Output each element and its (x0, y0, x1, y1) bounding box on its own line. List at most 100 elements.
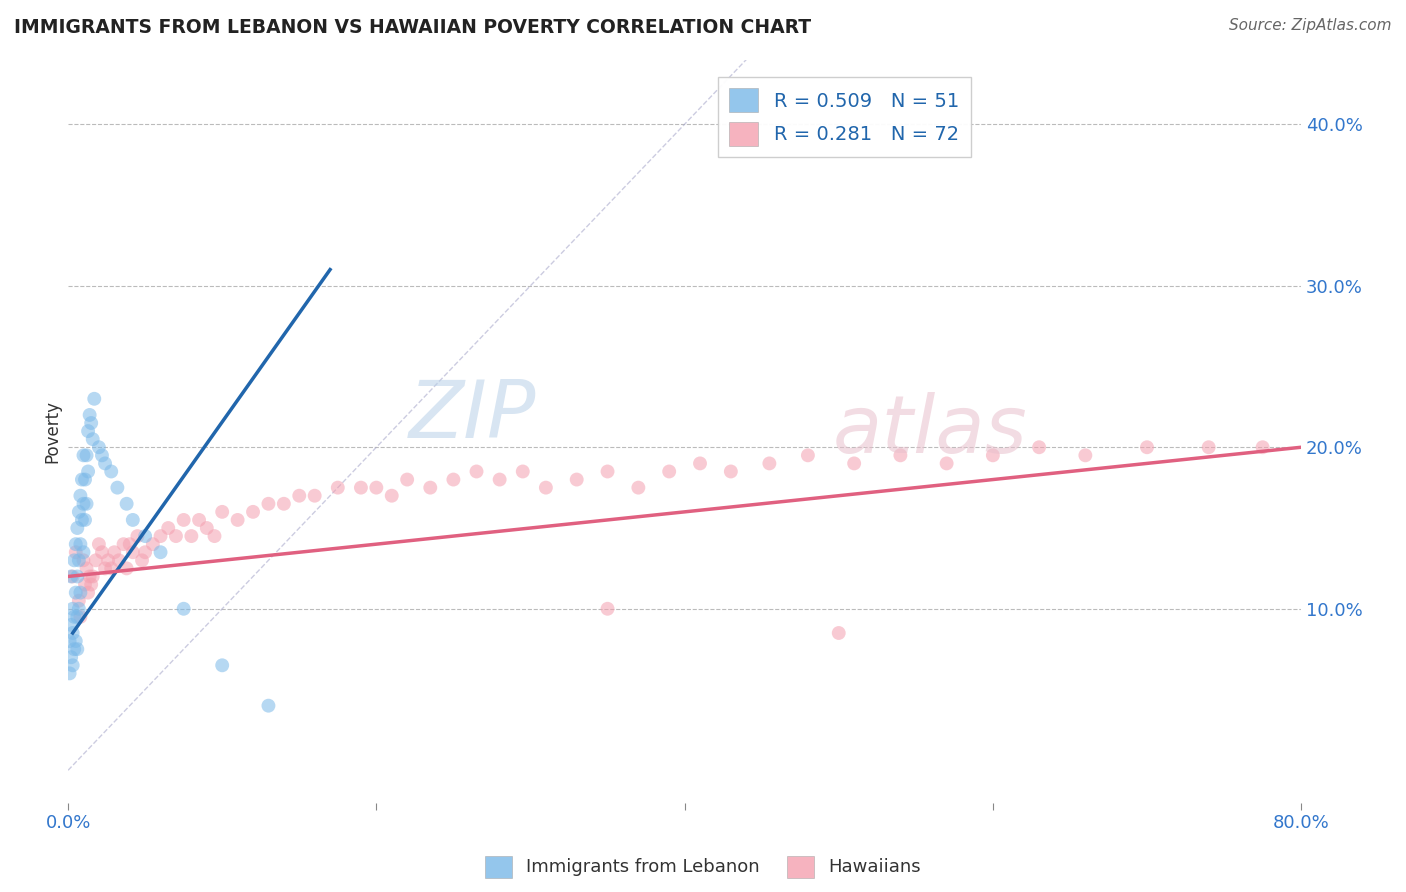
Point (105, 481, 128, 495)
Point (1028, 440, 1050, 454)
Point (72, 497, 94, 511)
Point (112, 537, 135, 551)
Legend: R = 0.509   N = 51, R = 0.281   N = 72: R = 0.509 N = 51, R = 0.281 N = 72 (717, 77, 970, 157)
Point (103, 545, 125, 559)
Point (65, 585, 87, 599)
Point (91, 448, 114, 462)
Point (304, 489, 326, 503)
Text: IMMIGRANTS FROM LEBANON VS HAWAIIAN POVERTY CORRELATION CHART: IMMIGRANTS FROM LEBANON VS HAWAIIAN POVE… (14, 18, 811, 37)
Point (131, 553, 153, 567)
Point (62, 601, 84, 615)
Point (188, 513, 211, 527)
Point (134, 545, 156, 559)
Point (63, 553, 86, 567)
Point (204, 529, 226, 543)
Point (211, 505, 233, 519)
Point (77, 585, 100, 599)
Point (1251, 440, 1274, 454)
Point (889, 448, 911, 462)
Legend: Immigrants from Lebanon, Hawaiians: Immigrants from Lebanon, Hawaiians (479, 850, 927, 883)
Point (63, 610, 86, 624)
Point (596, 601, 619, 615)
Point (273, 497, 295, 511)
Point (60, 618, 83, 632)
Point (70, 513, 93, 527)
Point (115, 497, 138, 511)
Point (381, 489, 404, 503)
Point (97, 553, 120, 567)
Point (69, 585, 91, 599)
Point (66, 610, 89, 624)
Point (87, 440, 110, 454)
Point (396, 473, 419, 487)
Point (565, 473, 588, 487)
Point (689, 457, 711, 471)
Point (76, 448, 98, 462)
Point (100, 561, 122, 575)
Point (73, 577, 96, 591)
Point (65, 537, 87, 551)
Point (69, 537, 91, 551)
Point (77, 424, 100, 438)
Point (100, 465, 122, 479)
Point (67, 601, 90, 615)
Point (226, 513, 249, 527)
Point (67, 593, 90, 607)
Point (73, 513, 96, 527)
Point (84, 553, 107, 567)
Point (121, 545, 143, 559)
Point (488, 473, 510, 487)
Point (257, 698, 280, 713)
Point (419, 481, 441, 495)
Point (80, 577, 103, 591)
Point (66, 569, 89, 583)
Point (73, 473, 96, 487)
Point (60, 569, 83, 583)
Point (828, 626, 851, 640)
Point (69, 610, 91, 624)
Point (242, 505, 264, 519)
Point (65, 545, 87, 559)
Point (180, 529, 202, 543)
Point (165, 529, 187, 543)
Point (157, 521, 180, 535)
Point (59, 634, 82, 648)
Point (658, 465, 681, 479)
Point (82, 432, 104, 446)
Point (63, 642, 86, 657)
Point (1198, 440, 1220, 454)
Point (115, 561, 138, 575)
Point (108, 553, 131, 567)
Point (77, 465, 100, 479)
Point (69, 489, 91, 503)
Point (627, 481, 650, 495)
Point (62, 569, 84, 583)
Point (288, 489, 311, 503)
Text: ZIP: ZIP (409, 377, 537, 455)
Point (67, 553, 90, 567)
Point (596, 465, 619, 479)
Point (82, 569, 104, 583)
Point (134, 529, 156, 543)
Text: atlas: atlas (832, 392, 1028, 470)
Point (76, 561, 98, 575)
Point (797, 448, 820, 462)
Point (121, 513, 143, 527)
Point (65, 634, 87, 648)
Point (66, 521, 89, 535)
Point (62, 658, 84, 673)
Point (83, 392, 105, 406)
Point (76, 497, 98, 511)
Point (149, 545, 172, 559)
Point (79, 408, 101, 422)
Point (512, 465, 534, 479)
Point (127, 529, 149, 543)
Point (72, 545, 94, 559)
Point (94, 457, 117, 471)
Point (981, 448, 1004, 462)
Point (80, 416, 103, 430)
Point (465, 465, 488, 479)
Point (70, 473, 93, 487)
Point (59, 666, 82, 681)
Point (758, 457, 780, 471)
